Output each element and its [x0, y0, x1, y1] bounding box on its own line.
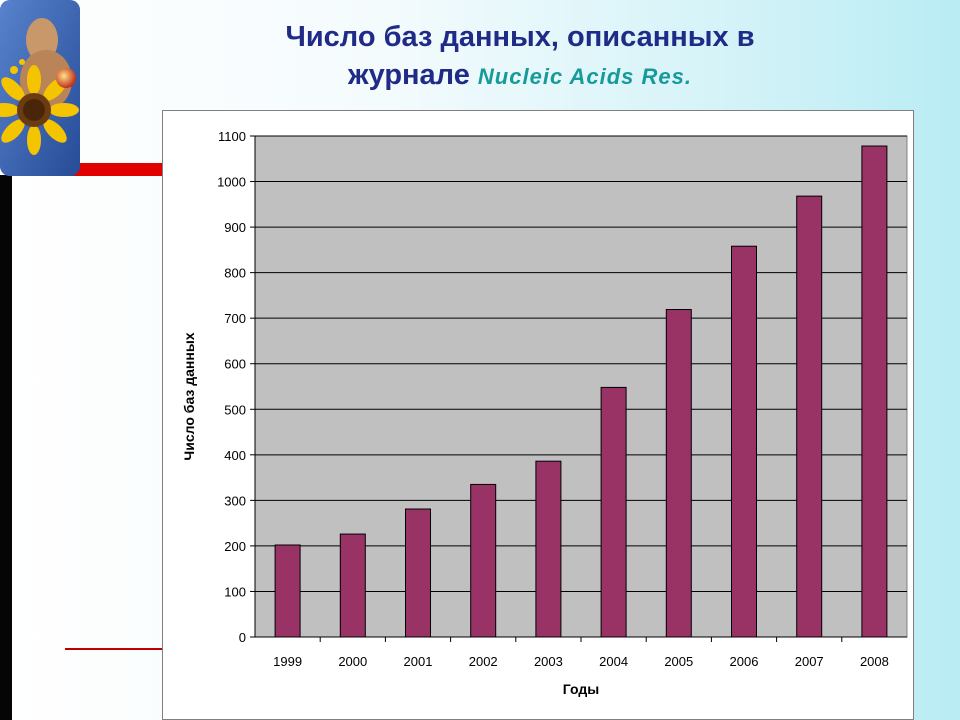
y-tick-label: 1000 [217, 175, 246, 190]
journal-name: Nucleic Acids Res. [477, 64, 692, 89]
y-tick-label: 0 [239, 630, 246, 645]
x-tick-label: 2005 [664, 654, 693, 669]
x-tick-label: 2007 [795, 654, 824, 669]
bar-2001 [405, 508, 431, 638]
y-tick-label: 900 [224, 220, 246, 235]
x-tick-label: 2000 [338, 654, 367, 669]
y-tick-label: 100 [224, 584, 246, 599]
slide-title: Число баз данных, описанных в журнале Nu… [150, 18, 890, 96]
bar-2008 [861, 145, 888, 638]
x-tick-label: 2004 [599, 654, 628, 669]
bar-1999 [274, 544, 301, 638]
title-line-1: Число баз данных, описанных в [285, 21, 755, 53]
x-tick-label: 2002 [469, 654, 498, 669]
bar-2002 [470, 483, 497, 638]
y-tick-label: 500 [224, 402, 246, 417]
bar-2006 [731, 245, 757, 638]
bar-2003 [535, 460, 562, 638]
x-axis-title: Годы [563, 681, 599, 697]
y-tick-label: 700 [224, 311, 246, 326]
bar-2005 [665, 309, 692, 638]
x-tick-label: 2003 [534, 654, 563, 669]
y-tick-label: 800 [224, 266, 246, 281]
y-tick-label: 600 [224, 357, 246, 372]
left-black-bar [0, 175, 12, 720]
title-line-2-text: журнале [348, 59, 470, 91]
x-tick-label: 1999 [273, 654, 302, 669]
y-axis-title: Число баз данных [181, 332, 197, 460]
bar-2007 [796, 195, 823, 638]
sunflower-logo [0, 0, 82, 178]
y-tick-label: 400 [224, 448, 246, 463]
y-tick-label: 200 [224, 539, 246, 554]
x-tick-label: 2008 [860, 654, 889, 669]
x-tick-label: 2001 [404, 654, 433, 669]
x-tick-label: 2006 [730, 654, 759, 669]
bar-2000 [339, 533, 366, 638]
bar-2004 [600, 386, 627, 638]
y-tick-label: 1100 [218, 129, 246, 144]
title-line-2: журнале Nucleic Acids Res. [150, 56, 890, 96]
y-tick-label: 300 [224, 493, 246, 508]
red-divider-line [65, 648, 165, 650]
bar-chart: 0 100 200 300 400 500 600 700 800 900 1000 1100 1999… [181, 129, 908, 697]
